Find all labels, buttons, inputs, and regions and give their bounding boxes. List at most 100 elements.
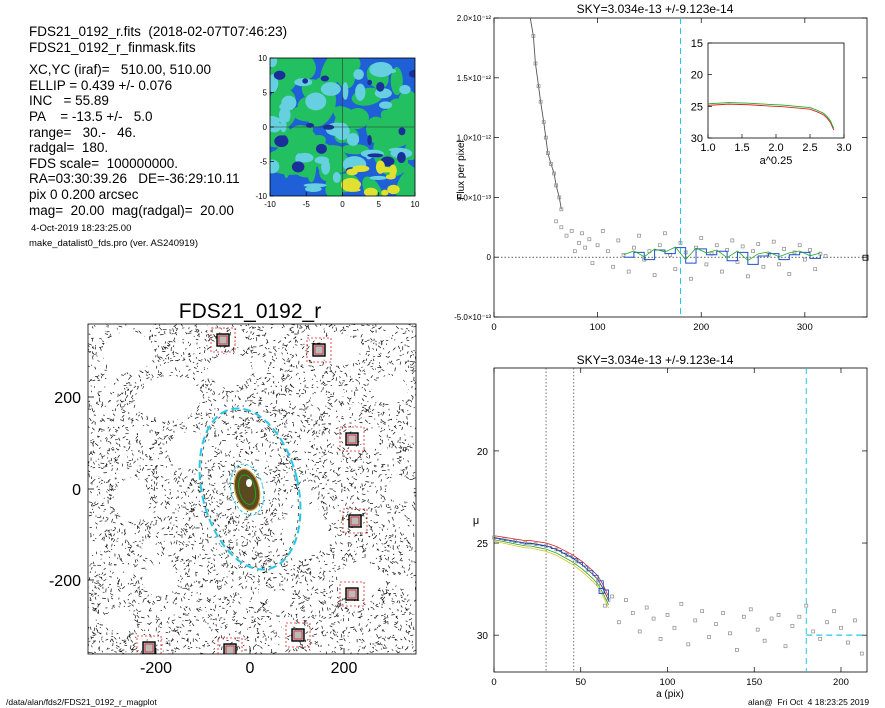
flux-point [616, 238, 621, 243]
contour-blob-high [375, 160, 386, 174]
param-line: FDS scale= 100000000. [29, 155, 178, 171]
contour-blob-dark [291, 161, 305, 173]
mask-hole [140, 376, 200, 420]
mu-xtick-label: 100 [660, 677, 676, 688]
mask-hole-small [125, 619, 137, 632]
mu-point [846, 640, 850, 645]
contour-blob-light [369, 61, 393, 78]
mask-hole-small [262, 621, 267, 626]
contour-blob-light [270, 120, 282, 133]
flux-point [673, 267, 678, 272]
flux-plot-ylabel: Flux per pixel [456, 140, 467, 199]
mask-ytick-label: 200 [54, 390, 81, 407]
mask-hole-small [411, 408, 416, 415]
contour-ytick-label: -5 [260, 158, 268, 167]
flux-point [577, 240, 581, 245]
mu-point [630, 611, 635, 615]
mu-point [762, 638, 767, 643]
mask-hole-small [240, 598, 251, 609]
contour-blob-high [381, 189, 389, 196]
mask-hole-small [109, 327, 119, 336]
contour-xtick-label: 5 [377, 200, 382, 209]
star-box-outer [342, 508, 368, 534]
inset-xtick-label: 1.5 [734, 142, 749, 154]
mu-profile-line [493, 535, 609, 597]
mask-hole-small [92, 325, 106, 338]
mask-hole-small [406, 450, 416, 461]
mu-point [644, 605, 649, 610]
mu-profile-line [493, 539, 609, 605]
contour-blob-dark [302, 78, 309, 84]
flux-plot-title: SKY=3.034e-13 +/-9.123e-14 [577, 2, 734, 16]
mu-end-marker [598, 587, 605, 594]
inset-ytick-label: 15 [691, 38, 703, 50]
mask-hole-small [268, 327, 281, 340]
contour-blob-dark [273, 70, 286, 80]
mu-xtick-label: 0 [491, 677, 496, 688]
mask-hole-small [217, 546, 225, 554]
mu-point [523, 541, 528, 545]
star-box-core [347, 589, 357, 599]
star-box-outer [306, 337, 332, 363]
mask-hole-small [188, 599, 198, 610]
flux-point [595, 243, 600, 248]
isophote-outer [198, 407, 302, 571]
flux-point [751, 249, 755, 254]
star-box-outer [217, 637, 243, 654]
mask-hole-small [235, 335, 248, 348]
flux-point [538, 99, 543, 104]
inset-xtick-label: 1.0 [700, 142, 715, 154]
mu-point [610, 594, 614, 599]
mu-point [585, 567, 590, 572]
footer-stamp: alan@ Fri Oct 4 18:23:25 2019 [748, 697, 870, 707]
contour-blob-light [305, 92, 327, 111]
flux-point [771, 239, 776, 244]
contour-blob-dark [320, 75, 330, 82]
mu-plot-xlabel: a (pix) [656, 689, 684, 700]
mu-point [700, 609, 705, 614]
mu-point [783, 644, 788, 649]
mu-point [596, 578, 600, 582]
mask-hole-small [405, 426, 416, 438]
mask-hole-small [99, 483, 108, 492]
flux-point [580, 231, 584, 236]
contour-fill [270, 58, 415, 196]
inset-green-line [707, 102, 835, 129]
flux-point [546, 151, 550, 155]
contour-xtick-label: 10 [411, 200, 420, 209]
contour-blob [384, 109, 415, 131]
flux-ytick-label: -5.0×10⁻¹³ [454, 313, 491, 322]
contour-blob [365, 116, 390, 145]
flux-point [782, 246, 786, 251]
mask-panel-title: FDS21_0192_r [179, 300, 321, 323]
mask-hole-small [151, 448, 157, 454]
mask-hole-small [205, 607, 210, 612]
flux-point [549, 162, 553, 166]
flux-point [590, 261, 595, 266]
flux-xtick-label: 0 [491, 322, 496, 333]
flux-point [802, 257, 807, 262]
mask-hole-small [326, 416, 334, 424]
flux-point [761, 264, 766, 269]
mu-xtick-label: 200 [833, 677, 849, 688]
mu-point [492, 535, 496, 540]
mu-point [658, 636, 663, 641]
flux-point [777, 262, 781, 267]
flux-xtick-label: 200 [693, 322, 709, 333]
flux-point [652, 273, 657, 277]
flux-point [823, 254, 828, 258]
mu-point [818, 636, 823, 641]
flux-point [533, 61, 538, 66]
mask-hole-small [165, 603, 178, 615]
contour-blob-dark [367, 134, 372, 146]
mask-hole [386, 478, 414, 502]
flux-point [552, 171, 556, 176]
contour-ytick-label: 10 [258, 54, 267, 63]
flux-ytick-label: 2.0×10⁻¹² [457, 14, 492, 23]
flux-profile-line [529, 17, 562, 210]
mask-hole-small [384, 447, 394, 457]
mask-hole-small [364, 632, 371, 639]
param-line: RA=03:30:39.26 DE=-36:29:10.11 [29, 171, 240, 187]
star-box-inner [345, 432, 359, 446]
contour-blob [388, 98, 409, 113]
